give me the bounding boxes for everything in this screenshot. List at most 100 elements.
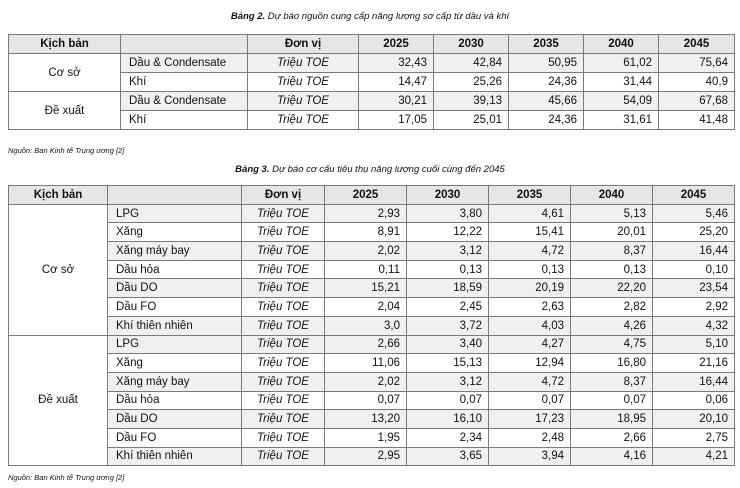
unit-cell: Triệu TOE: [241, 409, 325, 429]
item-cell: Dầu DO: [107, 409, 242, 429]
value-cell: 12,22: [406, 222, 489, 243]
value-cell: 8,37: [570, 371, 653, 392]
value-cell: 3,65: [406, 446, 489, 467]
table2-caption-number: Bảng 2.: [230, 11, 266, 22]
item-cell: Khí: [120, 110, 248, 130]
unit-cell: Triệu TOE: [241, 203, 325, 224]
value-cell: 0,10: [652, 259, 735, 280]
header-row: Kịch bản Đơn vị 2025 2030 2035 2040 2045: [8, 185, 735, 205]
value-cell: 0,11: [324, 259, 407, 280]
table-row: Xăng máy bay Triệu TOE 2,02 3,12 4,72 8,37 16,…: [9, 371, 735, 392]
scenario-cell: Đề xuất: [8, 334, 108, 467]
table-row: Dầu hỏa Triệu TOE 0,11 0,13 0,13 0,13 0,10: [9, 259, 735, 280]
value-cell: 16,44: [652, 371, 735, 392]
value-cell: 23,54: [652, 278, 735, 299]
value-cell: 20,19: [488, 278, 571, 299]
column-header: Kịch bản: [8, 34, 121, 54]
unit-cell: Triệu TOE: [241, 446, 325, 467]
item-cell: Khí thiên nhiên: [107, 315, 242, 336]
value-cell: 15,13: [406, 353, 489, 373]
value-cell: 14,47: [358, 72, 434, 92]
value-cell: 2,66: [324, 334, 407, 355]
value-cell: 8,91: [324, 222, 407, 243]
value-cell: 5,13: [570, 203, 653, 224]
value-cell: 16,44: [652, 241, 735, 261]
value-cell: 3,0: [324, 315, 407, 336]
value-cell: 3,12: [406, 241, 489, 261]
value-cell: 0,07: [406, 390, 489, 411]
table2-caption: Bảng 2. Dự báo nguồn cung cấp năng lượng…: [0, 11, 740, 22]
item-cell: Xăng máy bay: [107, 241, 242, 261]
value-cell: 8,37: [570, 241, 653, 261]
table-row: Khí Triệu TOE 14,47 25,26 24,36 31,44 40,9: [9, 72, 735, 92]
value-cell: 0,07: [488, 390, 571, 411]
unit-cell: Triệu TOE: [241, 278, 325, 299]
column-header: Đơn vị: [247, 34, 359, 54]
item-cell: Dầu & Condensate: [120, 53, 248, 73]
scenario-cell: Cơ sở: [8, 203, 108, 336]
value-cell: 5,46: [652, 203, 735, 224]
item-cell: Dầu hỏa: [107, 259, 242, 280]
value-cell: 4,26: [570, 315, 653, 336]
value-cell: 0,13: [406, 259, 489, 280]
value-cell: 32,43: [358, 53, 434, 73]
unit-cell: Triệu TOE: [247, 110, 359, 130]
value-cell: 3,72: [406, 315, 489, 336]
table-row: Xăng Triệu TOE 11,06 15,13 12,94 16,80 21,16: [9, 353, 735, 373]
unit-cell: Triệu TOE: [241, 241, 325, 261]
value-cell: 4,72: [488, 371, 571, 392]
scenario-cell: Cơ sở: [8, 53, 121, 92]
value-cell: 45,66: [508, 91, 584, 111]
table3: Kịch bản Đơn vị 2025 2030 2035 2040 2045 Cơ sở…: [8, 185, 735, 467]
value-cell: 3,94: [488, 446, 571, 467]
column-header: 2035: [508, 34, 584, 54]
value-cell: 4,27: [488, 334, 571, 355]
item-cell: Dầu FO: [107, 427, 242, 448]
value-cell: 50,95: [508, 53, 584, 73]
column-header: 2030: [406, 185, 489, 205]
value-cell: 15,21: [324, 278, 407, 299]
unit-cell: Triệu TOE: [247, 91, 359, 111]
table-row: Đề xuất Dầu & Condensate Triệu TOE 30,21 39,…: [8, 91, 735, 130]
value-cell: 24,36: [508, 72, 584, 92]
scenario-cell: Đề xuất: [8, 91, 121, 130]
item-cell: Dầu & Condensate: [120, 91, 248, 111]
unit-cell: Triệu TOE: [241, 390, 325, 411]
unit-cell: Triệu TOE: [241, 353, 325, 373]
unit-cell: Triệu TOE: [241, 371, 325, 392]
value-cell: 4,16: [570, 446, 653, 467]
value-cell: 4,72: [488, 241, 571, 261]
value-cell: 17,23: [488, 409, 571, 429]
value-cell: 0,07: [570, 390, 653, 411]
value-cell: 13,20: [324, 409, 407, 429]
unit-cell: Triệu TOE: [241, 297, 325, 317]
value-cell: 2,82: [570, 297, 653, 317]
value-cell: 41,48: [658, 110, 735, 130]
value-cell: 25,20: [652, 222, 735, 243]
table-row: Cơ sở LPG Triệu TOE 2,93 3,80 4,61 5,13 5,46: [8, 203, 735, 336]
value-cell: 31,61: [583, 110, 659, 130]
column-header: 2045: [658, 34, 735, 54]
table-row: Dầu FO Triệu TOE 1,95 2,34 2,48 2,66 2,75: [9, 427, 735, 448]
value-cell: 4,21: [652, 446, 735, 467]
value-cell: 11,06: [324, 353, 407, 373]
value-cell: 2,92: [652, 297, 735, 317]
column-header: 2040: [570, 185, 653, 205]
value-cell: 2,02: [324, 371, 407, 392]
item-cell: Dầu DO: [107, 278, 242, 299]
item-cell: Xăng: [107, 353, 242, 373]
column-header: 2030: [433, 34, 509, 54]
value-cell: 20,10: [652, 409, 735, 429]
value-cell: 54,09: [583, 91, 659, 111]
item-cell: LPG: [107, 203, 242, 224]
column-header: [107, 185, 242, 205]
value-cell: 30,21: [358, 91, 434, 111]
item-cell: Khí: [120, 72, 248, 92]
table2: Kịch bản Đơn vị 2025 2030 2035 2040 2045 Cơ sở…: [8, 34, 735, 130]
value-cell: 39,13: [433, 91, 509, 111]
value-cell: 0,06: [652, 390, 735, 411]
value-cell: 2,63: [488, 297, 571, 317]
unit-cell: Triệu TOE: [247, 72, 359, 92]
value-cell: 0,13: [488, 259, 571, 280]
value-cell: 22,20: [570, 278, 653, 299]
